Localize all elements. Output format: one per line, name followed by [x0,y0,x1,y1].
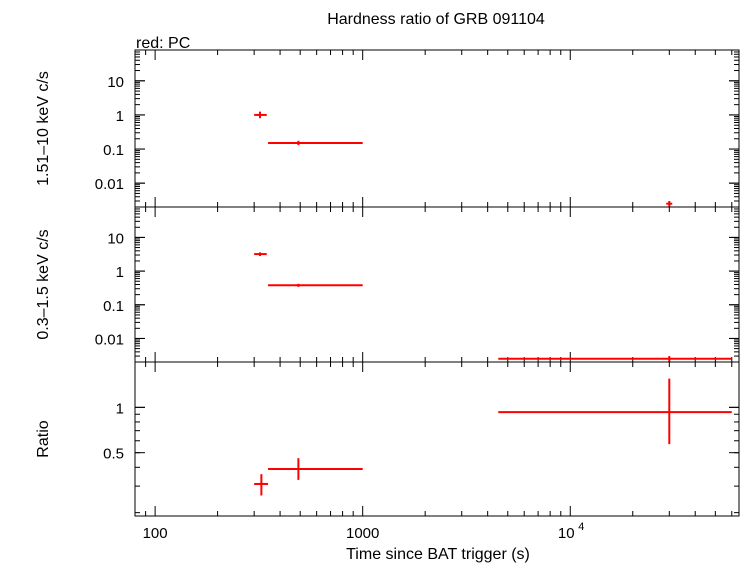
y-tick-label-hard: 10 [107,74,124,91]
y-tick-label-soft: 0.1 [103,298,124,315]
x-axis-label: Time since BAT trigger (s) [346,546,530,563]
y-tick-label-ratio: 0.5 [103,446,124,463]
x-tick-label: 10 [558,525,575,542]
panel-frame-ratio [134,361,740,517]
chart-title: Hardness ratio of GRB 091104 [327,11,545,28]
y-tick-label-soft: 1 [116,264,124,281]
panel-frame-soft [134,206,740,363]
y-axis-label-soft: 0.3–1.5 keV c/s [35,229,52,339]
y-tick-label-soft: 10 [107,230,124,247]
y-tick-label-hard: 1 [116,108,124,125]
x-tick-label: 100 [143,525,168,542]
plot-panels: 10 1 0.1 0.01 1.51–10 keV c/s 10 1 0.1 0.01 0.3–1… [35,49,740,542]
chart-subtitle: red: PC [136,35,190,52]
y-tick-label-hard: 0.1 [103,142,124,159]
y-tick-label-hard: 0.01 [95,176,124,193]
y-tick-label-ratio: 1 [116,400,124,417]
panel-frame-hard [134,49,740,208]
y-axis-label-ratio: Ratio [35,420,52,457]
y-tick-label-soft: 0.01 [95,331,124,348]
x-tick-label-exponent: 4 [578,521,584,533]
x-tick-label: 1000 [346,525,379,542]
y-axis-label-hard: 1.51–10 keV c/s [35,71,52,186]
